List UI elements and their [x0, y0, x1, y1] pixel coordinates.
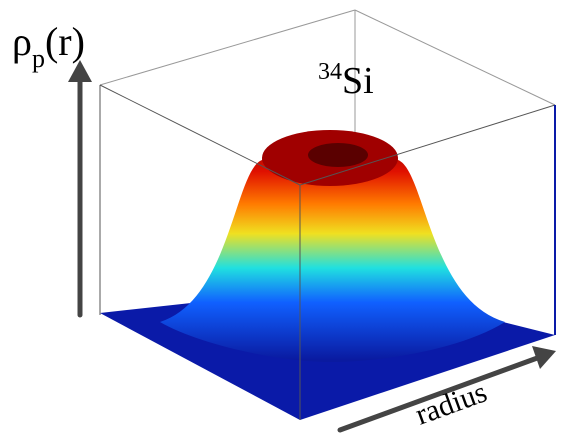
chart-title: 34Si	[318, 59, 374, 102]
surface-hole	[308, 143, 368, 167]
x-label: radius	[411, 375, 491, 431]
z-label: ρp(r)	[12, 19, 85, 73]
figure: ρp(r) 34Si radius	[0, 0, 563, 434]
